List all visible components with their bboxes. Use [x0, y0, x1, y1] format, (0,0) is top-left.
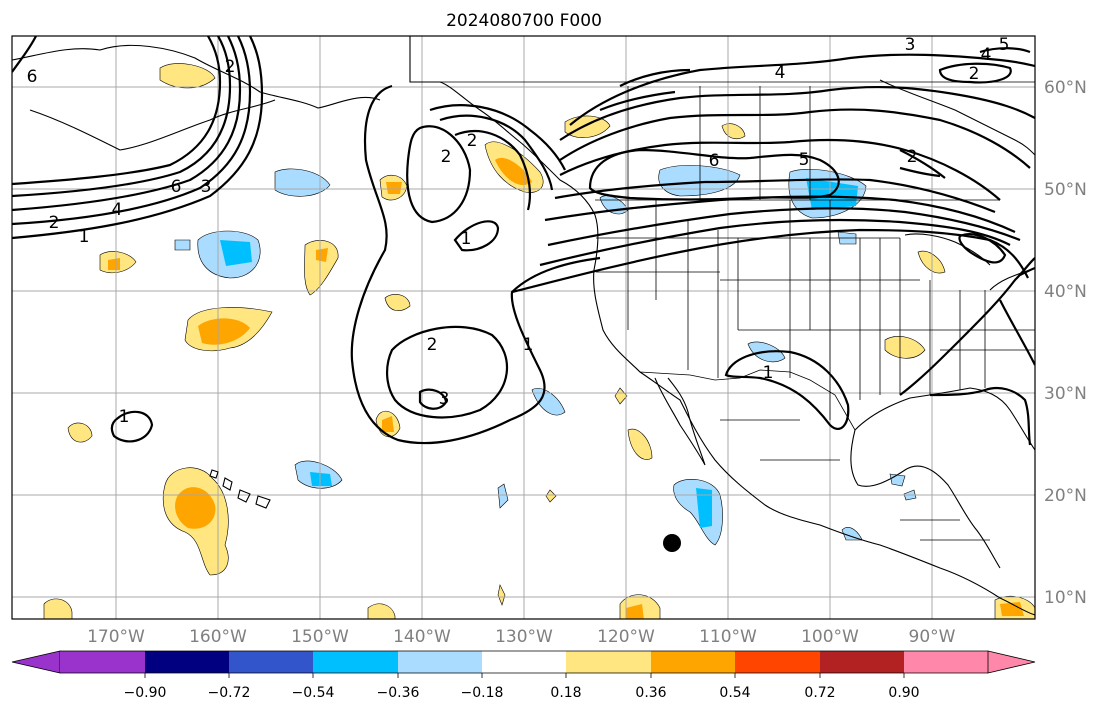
contour-labels: 6 2 4 2 1 6 3 2 1 2 1 2 3 1 1 4 2 6 5 2 … [27, 35, 1010, 427]
lat-tick-label: 40°N [1044, 282, 1087, 302]
colorbar-segment [229, 651, 313, 673]
lon-tick-label: 130°W [495, 627, 553, 647]
lon-tick-label: 120°W [597, 627, 655, 647]
lon-tick-label: 100°W [801, 627, 859, 647]
contour-label: 1 [763, 363, 774, 383]
chart-title: 2024080700 F000 [446, 11, 602, 31]
contour-label: 3 [905, 35, 916, 55]
contour-label: 2 [907, 147, 918, 167]
colorbar-tick-label: 0.72 [804, 685, 835, 701]
colorbar-segment [904, 651, 988, 673]
storm-center-marker [663, 534, 681, 552]
coastlines [12, 36, 1035, 616]
contour-label: 2 [225, 57, 236, 77]
lon-tick-label: 150°W [291, 627, 349, 647]
colorbar-segment [482, 651, 566, 673]
contour-label: 1 [523, 335, 534, 355]
colorbar-segment [398, 651, 482, 673]
lon-tick-label: 140°W [393, 627, 451, 647]
map-area: 6 2 4 2 1 6 3 2 1 2 1 2 3 1 1 4 2 6 5 2 … [12, 35, 1035, 619]
colorbar-segment [651, 651, 735, 673]
colorbar-extend-low [11, 650, 61, 674]
colorbar-tick-label: −0.36 [377, 685, 420, 701]
contour-label: 4 [775, 63, 786, 83]
lon-tick-label: 110°W [699, 627, 757, 647]
lat-tick-label: 60°N [1044, 78, 1087, 98]
contour-label: 1 [461, 229, 472, 249]
colorbar-segment [145, 651, 229, 673]
contour-label: 5 [999, 35, 1010, 55]
contour-label: 4 [981, 45, 992, 65]
colorbar-segment [566, 651, 651, 673]
lat-tick-label: 20°N [1044, 486, 1087, 506]
lon-tick-label: 90°W [909, 627, 956, 647]
colorbar-tick-label: 0.54 [719, 685, 750, 701]
contour-label: 2 [467, 131, 478, 151]
contour-label: 3 [439, 389, 450, 409]
contour-label: 5 [799, 150, 810, 170]
gridlines [12, 36, 1035, 619]
contour-label: 6 [709, 151, 720, 171]
colorbar-tick-label: −0.54 [292, 685, 335, 701]
colorbar-tick-label: 0.90 [888, 685, 919, 701]
contour-label: 4 [112, 200, 123, 220]
colorbar-tick-label: 0.18 [550, 685, 581, 701]
contours [12, 36, 1035, 446]
contour-label: 1 [79, 227, 90, 247]
contour-label: 2 [427, 335, 438, 355]
contour-label: 1 [119, 407, 130, 427]
contour-label: 6 [27, 67, 38, 87]
lat-tick-labels: 60°N 50°N 40°N 30°N 20°N 10°N [1044, 78, 1087, 608]
lon-tick-label: 170°W [87, 627, 145, 647]
lat-tick-label: 30°N [1044, 384, 1087, 404]
colorbar-segment [735, 651, 820, 673]
map-frame [11, 35, 1036, 620]
contour-label: 6 [171, 177, 182, 197]
colorbar-tick-label: −0.90 [124, 685, 167, 701]
contour-label: 2 [969, 64, 980, 84]
colorbar-segment [313, 651, 398, 673]
lon-tick-labels: 170°W 160°W 150°W 140°W 130°W 120°W 110°… [87, 627, 956, 647]
colorbar-extend-high [987, 650, 1036, 674]
contour-label: 2 [49, 213, 60, 233]
lat-tick-label: 10°N [1044, 588, 1087, 608]
lon-tick-label: 160°W [189, 627, 247, 647]
colorbar-tick-label: 0.36 [635, 685, 666, 701]
colorbar: −0.90 −0.72 −0.54 −0.36 −0.18 0.18 0.36 … [11, 650, 1036, 701]
colorbar-segment [820, 651, 904, 673]
colorbar-segment [60, 651, 145, 673]
lat-tick-label: 50°N [1044, 180, 1087, 200]
contour-label: 3 [201, 177, 212, 197]
colorbar-tick-label: −0.18 [461, 685, 504, 701]
contour-label: 2 [441, 147, 452, 167]
colorbar-tick-label: −0.72 [208, 685, 251, 701]
